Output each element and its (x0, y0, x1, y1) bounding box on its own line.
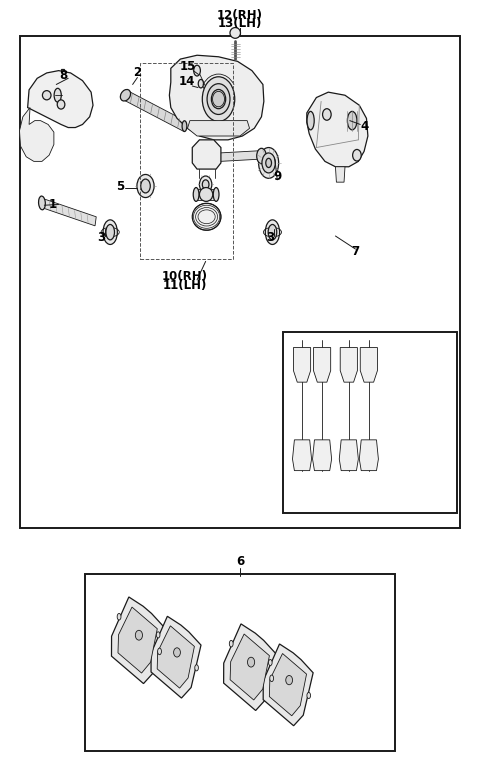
Ellipse shape (202, 76, 235, 121)
Ellipse shape (192, 203, 221, 230)
Polygon shape (111, 597, 164, 683)
Ellipse shape (182, 120, 187, 131)
Ellipse shape (199, 188, 213, 201)
Ellipse shape (268, 225, 277, 240)
Ellipse shape (157, 648, 161, 655)
Text: 3: 3 (266, 231, 275, 244)
Ellipse shape (268, 659, 272, 665)
Ellipse shape (57, 100, 65, 109)
Polygon shape (124, 90, 185, 131)
Text: 10(RH): 10(RH) (162, 269, 208, 283)
Polygon shape (336, 167, 345, 182)
Text: 7: 7 (351, 245, 360, 258)
Polygon shape (118, 607, 157, 673)
Polygon shape (37, 69, 64, 95)
Polygon shape (20, 107, 54, 161)
Polygon shape (307, 92, 368, 167)
Bar (283, 332, 457, 513)
Polygon shape (311, 111, 352, 130)
Ellipse shape (207, 83, 230, 114)
Polygon shape (312, 440, 332, 471)
Ellipse shape (270, 675, 274, 682)
Ellipse shape (230, 28, 240, 39)
Ellipse shape (174, 648, 180, 657)
Text: 1: 1 (49, 198, 57, 211)
Polygon shape (157, 626, 194, 688)
Text: 12(RH): 12(RH) (217, 8, 263, 22)
Text: 9: 9 (273, 170, 281, 182)
Bar (140, 63, 233, 259)
Polygon shape (220, 151, 262, 161)
Ellipse shape (202, 180, 209, 189)
Polygon shape (340, 347, 358, 382)
Text: 4: 4 (361, 120, 369, 133)
Polygon shape (224, 624, 276, 710)
Ellipse shape (137, 174, 154, 198)
Ellipse shape (265, 220, 280, 245)
Ellipse shape (199, 176, 212, 193)
Text: 13(LH): 13(LH) (218, 17, 262, 30)
Polygon shape (196, 189, 216, 200)
Text: 2: 2 (133, 66, 142, 79)
Ellipse shape (135, 630, 143, 640)
Ellipse shape (156, 631, 160, 638)
Ellipse shape (54, 88, 61, 102)
Polygon shape (188, 120, 250, 136)
Ellipse shape (307, 692, 311, 699)
Polygon shape (313, 347, 331, 382)
Ellipse shape (194, 66, 200, 76)
Text: 14: 14 (179, 75, 195, 88)
Ellipse shape (262, 153, 276, 173)
Polygon shape (360, 347, 377, 382)
Text: 5: 5 (116, 181, 124, 193)
Text: 8: 8 (60, 69, 68, 82)
Polygon shape (292, 440, 312, 471)
Ellipse shape (346, 109, 359, 132)
Bar (21, 36, 459, 528)
Text: 3: 3 (97, 231, 106, 244)
Polygon shape (360, 440, 378, 471)
Ellipse shape (38, 196, 45, 210)
Polygon shape (339, 440, 359, 471)
Polygon shape (293, 347, 311, 382)
Ellipse shape (198, 80, 204, 88)
Ellipse shape (42, 90, 51, 100)
Ellipse shape (211, 90, 226, 109)
Polygon shape (269, 654, 307, 716)
Ellipse shape (248, 657, 255, 667)
Polygon shape (28, 70, 93, 127)
Ellipse shape (323, 109, 331, 120)
Bar (85, 574, 395, 751)
Ellipse shape (286, 676, 292, 685)
Ellipse shape (193, 188, 199, 201)
Polygon shape (263, 644, 313, 726)
Ellipse shape (266, 158, 272, 168)
Ellipse shape (213, 188, 219, 201)
Polygon shape (41, 198, 96, 226)
Ellipse shape (307, 111, 314, 130)
Ellipse shape (348, 111, 357, 130)
Polygon shape (151, 616, 201, 698)
Ellipse shape (141, 179, 150, 193)
Ellipse shape (103, 220, 117, 245)
Ellipse shape (106, 225, 115, 240)
Ellipse shape (353, 150, 361, 161)
Ellipse shape (117, 614, 121, 620)
Text: 15: 15 (180, 59, 196, 73)
Ellipse shape (195, 665, 198, 671)
Polygon shape (192, 140, 221, 169)
Ellipse shape (229, 641, 233, 647)
Text: 6: 6 (236, 555, 244, 568)
Text: 11(LH): 11(LH) (163, 279, 207, 292)
Polygon shape (169, 56, 264, 140)
Polygon shape (230, 634, 269, 700)
Ellipse shape (259, 147, 279, 178)
Ellipse shape (120, 90, 131, 101)
Ellipse shape (257, 148, 266, 164)
